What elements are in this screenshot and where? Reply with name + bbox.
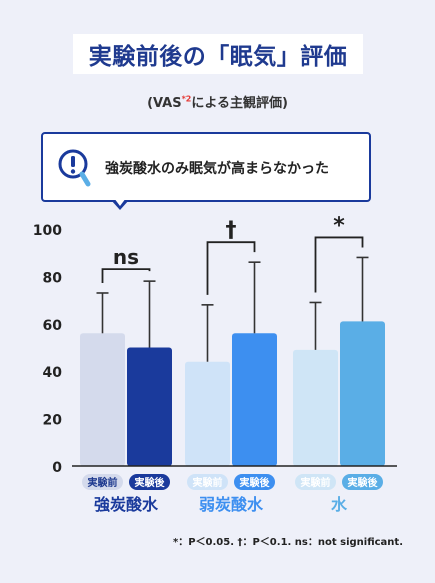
subtitle-footnote-mark: *2: [181, 94, 192, 104]
y-tick-label: 0: [52, 460, 62, 476]
significance-bracket: [101, 268, 151, 283]
group-label: 水: [331, 495, 348, 514]
bar: [185, 361, 230, 466]
bar-label-pill: [129, 474, 170, 490]
bar-label: 実験前: [88, 476, 118, 489]
significance-bracket: [314, 236, 364, 293]
y-tick-label: 80: [43, 270, 63, 286]
significance-mark: †: [226, 218, 237, 243]
question-magnifier-icon: [57, 148, 97, 196]
bar-label-pill: [187, 474, 228, 490]
bar-label: 実験後: [240, 476, 271, 489]
callout-box: 強炭酸水のみ眠気が高まらなかった: [41, 132, 371, 202]
bar: [293, 349, 338, 466]
group-label: 弱炭酸水: [199, 495, 264, 514]
significance-bracket: [206, 241, 256, 295]
significance-mark: ns: [113, 245, 139, 269]
callout-text: 強炭酸水のみ眠気が高まらなかった: [105, 161, 329, 177]
bar-label: 実験前: [301, 476, 331, 489]
chart-title: 実験前後の「眠気」評価: [88, 44, 348, 70]
bar-label: 実験前: [193, 476, 223, 489]
title-box: 実験前後の「眠気」評価: [73, 34, 363, 74]
bar: [340, 321, 385, 466]
bar-label-pill: [234, 474, 275, 490]
bar: [232, 333, 277, 466]
significance-footnote: *：P＜0.05. †：P＜0.1. ns：not significant.: [172, 537, 403, 548]
y-tick-label: 60: [43, 318, 63, 334]
y-tick-label: 40: [43, 365, 63, 381]
bar: [80, 333, 125, 466]
bar-label: 実験後: [135, 476, 166, 489]
y-tick-label: 100: [33, 223, 62, 239]
y-tick-label: 20: [43, 413, 63, 429]
subtitle-suffix: による主観評価): [191, 96, 288, 111]
significance-mark: *: [333, 213, 345, 238]
bar-label-pill: [295, 474, 336, 490]
bar: [127, 347, 172, 466]
bar-label-pill: [82, 474, 123, 490]
group-label: 強炭酸水: [94, 495, 159, 514]
bar-label: 実験後: [348, 476, 379, 489]
bar-label-pill: [342, 474, 383, 490]
chart-subtitle: (VAS*2による主観評価): [0, 92, 435, 111]
callout-tail-inner: [114, 198, 126, 206]
subtitle-prefix: (VAS: [147, 96, 182, 111]
